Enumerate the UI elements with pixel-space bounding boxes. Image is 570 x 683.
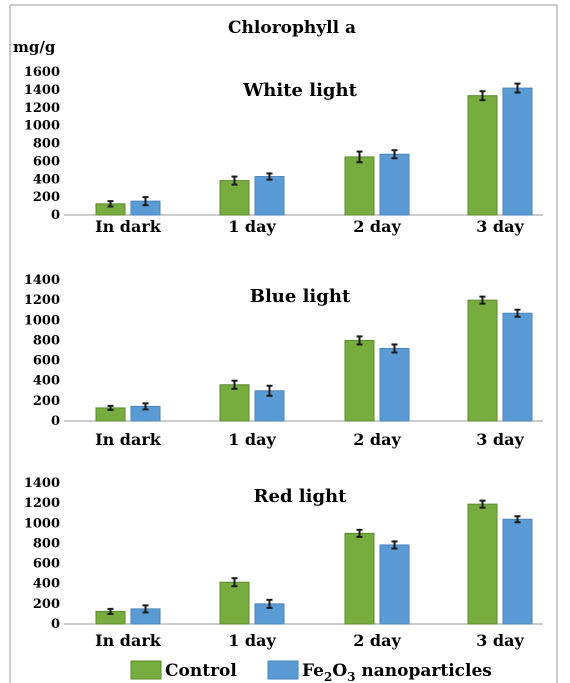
x-tick-label: In dark (95, 430, 162, 449)
bar-control (467, 299, 498, 422)
panel-3: 0 200 400 600 800 1000 1200 1400 Red light In dar… (24, 476, 543, 650)
x-tick-label: 2 day (353, 631, 401, 650)
y-tick-label: 1400 (24, 83, 60, 98)
y-tick-label: 1400 (24, 273, 60, 288)
x-tick-label: In dark (95, 217, 162, 236)
x-tick-label: 1 day (228, 217, 276, 236)
bar-control (344, 156, 375, 216)
legend-nano-suffix: nanoparticles (356, 661, 492, 681)
panel-title: White light (242, 80, 358, 101)
y-tick-label: 800 (33, 137, 60, 152)
bar-nano (379, 153, 410, 216)
x-tick-label: 3 day (476, 631, 524, 650)
y-tick-label: 600 (33, 557, 60, 572)
y-tick-label: 1600 (24, 65, 60, 80)
legend-nano-sub2: 3 (347, 670, 355, 683)
y-tick-label: 200 (33, 597, 60, 612)
bar-control (467, 95, 498, 216)
panel-2: 0 200 400 600 800 1000 1200 1400 Blue light In da… (24, 273, 543, 449)
legend-swatch-nano (267, 660, 299, 680)
y-tick-label: 1200 (24, 496, 60, 511)
y-tick-label: 0 (51, 617, 60, 632)
figure-title: Chlorophyll a (228, 18, 356, 38)
y-axis-label: mg/g (13, 38, 56, 56)
x-tick-label: 2 day (353, 430, 401, 449)
x-tick-label: 2 day (353, 217, 401, 236)
y-tick-label: 1200 (24, 101, 60, 116)
y-tick-label: 400 (33, 374, 60, 389)
x-tick-label: In dark (95, 631, 162, 650)
y-tick-label: 400 (33, 577, 60, 592)
bar-nano (502, 87, 533, 216)
panels: 0 200 400 600 800 1000 1200 1400 1600 White light… (24, 65, 543, 650)
x-tick-label: 1 day (228, 430, 276, 449)
legend-label-nano: Fe2O3 nanoparticles (302, 661, 492, 683)
legend: Control Fe2O3 nanoparticles (130, 660, 492, 683)
x-tick-label: 3 day (476, 217, 524, 236)
legend-nano-mid: O (332, 661, 347, 681)
bar-nano (502, 518, 533, 625)
bar-nano (502, 312, 533, 422)
bar-control (344, 339, 375, 422)
panel-1: 0 200 400 600 800 1000 1200 1400 1600 White light… (24, 65, 543, 236)
y-tick-label: 1200 (24, 293, 60, 308)
y-tick-label: 0 (51, 414, 60, 429)
legend-swatch-control (130, 660, 162, 680)
bar-nano (254, 176, 285, 216)
bar-control (219, 581, 250, 625)
x-tick-label: 1 day (228, 631, 276, 650)
x-tick-label: 3 day (476, 430, 524, 449)
y-tick-label: 800 (33, 536, 60, 551)
panel-title: Blue light (250, 286, 351, 307)
bar-control (219, 384, 250, 422)
legend-label-control: Control (165, 661, 237, 681)
y-tick-label: 200 (33, 190, 60, 205)
y-tick-label: 1400 (24, 476, 60, 491)
y-tick-label: 800 (33, 333, 60, 348)
bar-nano (379, 347, 410, 422)
y-tick-label: 1000 (24, 516, 60, 531)
y-tick-label: 1000 (24, 313, 60, 328)
legend-nano-sub1: 2 (324, 670, 332, 683)
y-tick-label: 600 (33, 154, 60, 169)
y-tick-label: 200 (33, 394, 60, 409)
panel-title: Red light (254, 486, 348, 507)
bar-nano (379, 544, 410, 625)
y-tick-label: 400 (33, 172, 60, 187)
y-tick-label: 1000 (24, 119, 60, 134)
legend-nano-prefix: Fe (302, 661, 324, 681)
y-tick-label: 0 (51, 208, 60, 223)
y-tick-label: 600 (33, 354, 60, 369)
bar-control (219, 180, 250, 216)
bar-control (344, 532, 375, 625)
bar-control (467, 503, 498, 625)
